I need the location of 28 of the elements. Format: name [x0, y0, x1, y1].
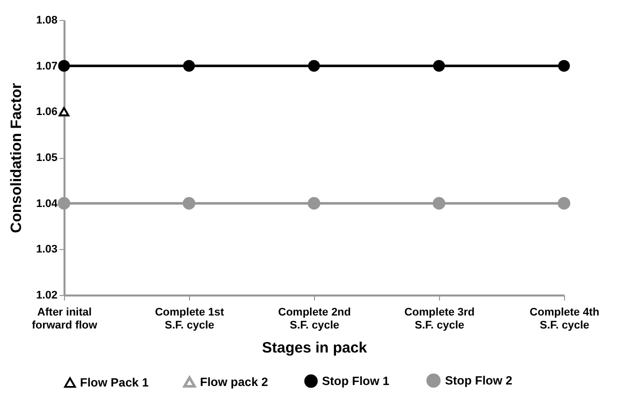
point [182, 197, 196, 210]
y-tick-label: 1.05 [36, 152, 58, 164]
point [183, 60, 195, 72]
x-tick-label: After inital forward flow [32, 306, 98, 332]
point [432, 197, 446, 210]
y-tick-label: 1.07 [36, 60, 58, 72]
y-tick-label: 1.04 [36, 198, 58, 210]
x-tick-label: Complete 1st S.F. cycle [154, 306, 224, 332]
point [58, 60, 70, 72]
legend-label: Stop Flow 2 [445, 374, 513, 388]
y-axis-title: Consolidation Factor [8, 82, 26, 233]
point [308, 197, 320, 210]
point [58, 197, 70, 210]
x-tick-label: Complete 3rd S.F. cycle [404, 306, 475, 332]
point [433, 60, 445, 72]
legend-label: Stop Flow 1 [322, 374, 390, 388]
point [558, 197, 570, 210]
legend-label: Flow Pack 1 [80, 376, 150, 390]
x-tick-label: Complete 2nd S.F. cycle [278, 306, 351, 332]
y-tick-label: 1.06 [36, 106, 58, 118]
point [558, 60, 570, 72]
y-tick-label: 1.08 [36, 14, 58, 26]
y-tick-label: 1.03 [36, 244, 58, 256]
legend-label: Flow pack 2 [200, 374, 268, 389]
x-tick-label: Complete 4th S.F. cycle [530, 306, 600, 332]
y-tick-label: 1.02 [36, 290, 58, 302]
x-axis-title: Stages in pack [262, 340, 368, 356]
point [308, 60, 320, 72]
